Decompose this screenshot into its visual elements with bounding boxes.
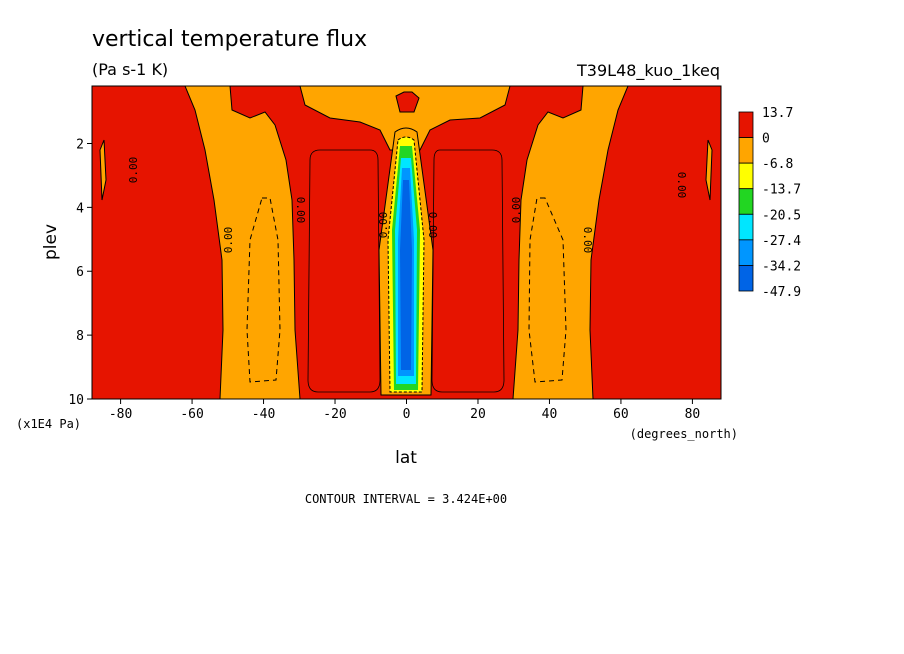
x-tick-label: 0 (403, 407, 411, 422)
colorbar-label: -6.8 (762, 157, 793, 172)
x-tick-label: -60 (180, 407, 203, 422)
colorbar: 13.7 0 -6.8 -13.7 -20.5 -27.4 -34.2 -47.9 (738, 106, 801, 300)
x-tick-label: 80 (685, 407, 701, 422)
colorbar-swatch (738, 213, 754, 241)
chart-units: (Pa s-1 K) (92, 60, 168, 79)
y-tick-label: 8 (76, 329, 84, 344)
x-tick-label: 60 (613, 407, 629, 422)
y-axis-label: plev (41, 224, 61, 260)
colorbar-swatch (738, 162, 754, 190)
x-units: (degrees_north) (630, 427, 738, 441)
contour-label: 0.00 (581, 227, 594, 254)
x-tick-label: -40 (252, 407, 275, 422)
contour-label: 0.00 (222, 227, 235, 254)
colorbar-label: -27.4 (762, 234, 801, 249)
polar-wedge-north (705, 139, 713, 201)
contour-label: 0.00 (127, 157, 140, 184)
contour-label: 0.00 (426, 212, 439, 239)
negative-band-north (512, 85, 629, 400)
x-axis-label: lat (395, 448, 417, 468)
colorbar-label: 13.7 (762, 106, 793, 121)
x-tick-label: 40 (542, 407, 558, 422)
x-tick-label: 20 (470, 407, 486, 422)
y-tick-label: 4 (76, 201, 84, 216)
contour-label: 0.00 (377, 212, 390, 239)
chart-title: vertical temperature flux (92, 27, 367, 52)
colorbar-label: -13.7 (762, 183, 801, 198)
colorbar-swatch (738, 188, 754, 215)
colorbar-swatch (738, 239, 754, 266)
contour-label: 0.00 (675, 172, 688, 199)
colorbar-swatch (738, 137, 754, 164)
run-label: T39L48_kuo_1keq (576, 61, 720, 81)
colorbar-label: -20.5 (762, 208, 801, 223)
y-units: (x1E4 Pa) (16, 417, 81, 431)
colorbar-label: 0 (762, 132, 770, 147)
contour-label: 0.00 (294, 197, 307, 224)
positive-contour-north (431, 149, 505, 393)
top-positive-cell (395, 91, 420, 113)
contour-interval-note: CONTOUR INTERVAL = 3.424E+00 (305, 492, 507, 506)
colorbar-swatch (738, 265, 754, 292)
x-tick-label: -80 (109, 407, 132, 422)
colorbar-label: -34.2 (762, 259, 801, 274)
colorbar-swatch (738, 111, 754, 138)
dashed-contour-south (246, 197, 281, 383)
polar-wedge-south (99, 139, 107, 201)
plot-area: 0.00 0.00 0.00 0.00 0.00 0.00 0.00 0.00 (91, 85, 722, 400)
y-tick-label: 6 (76, 265, 84, 280)
tropical-core (400, 180, 412, 370)
x-axis: -80 -60 -40 -20 0 20 40 60 80 (109, 399, 700, 422)
upper-central-negative (299, 85, 511, 151)
contour-label: 0.00 (510, 197, 523, 224)
y-axis: 2 4 6 8 10 (68, 137, 92, 408)
negative-band-south (184, 85, 301, 400)
y-tick-label: 2 (76, 137, 84, 152)
dashed-contour-north (528, 197, 567, 383)
positive-contour-south (307, 149, 381, 393)
x-tick-label: -20 (323, 407, 346, 422)
y-tick-label: 10 (68, 393, 84, 408)
colorbar-label: -47.9 (762, 285, 801, 300)
